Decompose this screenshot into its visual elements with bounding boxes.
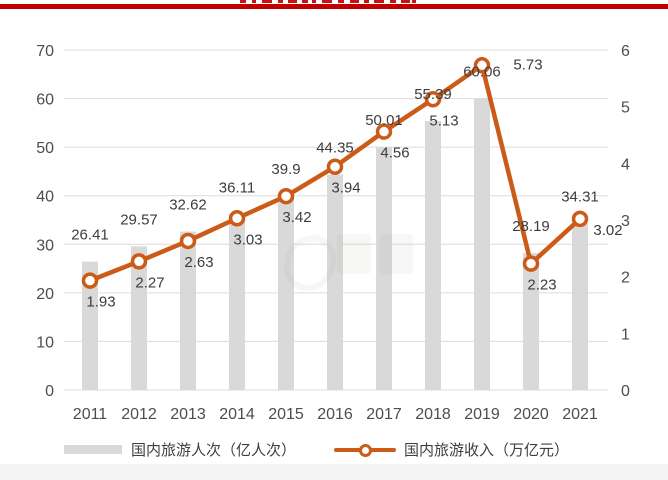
- truncated-title-fragments: [0, 0, 668, 3]
- x-tick-label: 2013: [170, 406, 206, 423]
- line-marker: [130, 253, 148, 270]
- combo-chart-canvas: 0 10 20 30 40 50 60 70 0 1 2 3 4 5 6 2011 2012 2013 2014 20…: [36, 43, 630, 423]
- bar-value-label: 28.19: [512, 218, 550, 235]
- bar-value-label: 26.41: [71, 227, 109, 244]
- bar-value-label: 29.57: [120, 211, 158, 228]
- x-tick-label: 2021: [562, 406, 598, 423]
- truncated-title-fragment: [288, 0, 297, 3]
- x-tick-label: 2015: [268, 406, 304, 423]
- open-circle-marker-icon: [359, 443, 373, 457]
- truncated-title-fragment: [364, 0, 369, 3]
- bar-value-label: 44.35: [316, 140, 354, 157]
- bar: [425, 120, 441, 390]
- truncated-title-fragment: [240, 0, 246, 3]
- line-value-label: 5.73: [513, 56, 542, 73]
- x-tick-label: 2012: [121, 406, 157, 423]
- line-marker: [81, 272, 99, 289]
- x-tick-label: 2014: [219, 406, 255, 423]
- truncated-title-fragment: [322, 0, 332, 3]
- line-marker: [424, 91, 442, 108]
- y-left-tick-label: 50: [36, 140, 54, 157]
- bar-value-label: 50.01: [365, 112, 403, 129]
- x-tick-label: 2019: [464, 406, 500, 423]
- line-marker: [375, 123, 393, 140]
- y-left-tick-label: 10: [36, 334, 54, 351]
- bar-value-label: 55.39: [414, 86, 452, 103]
- line-value-label: 3.94: [331, 180, 360, 197]
- title-underline-rule: [0, 4, 668, 9]
- y-left-tick-label: 30: [36, 237, 54, 254]
- x-tick-label: 2018: [415, 406, 451, 423]
- bar: [229, 214, 245, 390]
- line-marker: [473, 57, 491, 74]
- truncated-title-fragment: [338, 0, 344, 3]
- bar-value-label: 60.06: [463, 63, 501, 80]
- line-value-label: 5.13: [429, 112, 458, 129]
- bar-legend-label: 国内旅游人次（亿人次）: [131, 442, 297, 459]
- line-marker: [326, 158, 344, 175]
- x-tick-label: 2020: [513, 406, 549, 423]
- bar-value-label: 36.11: [219, 180, 255, 197]
- line-legend-marker: [334, 443, 397, 457]
- bar-value-label: 39.9: [271, 161, 300, 178]
- truncated-title-fragment: [278, 0, 283, 3]
- truncated-title-fragment: [252, 0, 256, 3]
- next-section-cutoff-band: [0, 464, 668, 480]
- bar: [474, 98, 490, 390]
- line-value-label: 3.42: [282, 209, 311, 226]
- line-legend-label: 国内旅游收入（万亿元）: [404, 442, 570, 459]
- bar: [376, 147, 392, 390]
- truncated-title-fragment: [390, 0, 396, 3]
- x-tick-label: 2011: [73, 406, 108, 423]
- line-value-label: 2.27: [135, 274, 164, 291]
- line-value-label: 3.02: [593, 222, 622, 239]
- bar: [572, 223, 588, 390]
- y-right-tick-label: 3: [621, 213, 630, 230]
- y-right-tick-label: 1: [621, 326, 630, 343]
- bar: [327, 174, 343, 390]
- truncated-title-fragment: [412, 0, 416, 3]
- y-right-tick-label: 6: [621, 43, 630, 60]
- truncated-title-fragment: [374, 0, 384, 3]
- bar: [82, 261, 98, 390]
- y-right-tick-label: 0: [621, 383, 630, 400]
- bar: [131, 246, 147, 390]
- truncated-title-fragment: [350, 0, 359, 3]
- line-value-label: 3.03: [233, 231, 262, 248]
- y-right-tick-label: 4: [621, 156, 630, 173]
- bar-value-label: 34.31: [561, 188, 599, 205]
- y-left-tick-label: 0: [45, 383, 54, 400]
- line-marker: [571, 210, 589, 228]
- bar: [523, 253, 539, 390]
- chart-legend: 国内旅游人次（亿人次） 国内旅游收入（万亿元）: [64, 439, 604, 460]
- truncated-title-fragment: [262, 0, 272, 3]
- line-value-label: 4.56: [380, 145, 409, 162]
- bar: [278, 196, 294, 390]
- truncated-title-fragment: [302, 0, 308, 3]
- bar-value-label: 32.62: [169, 197, 207, 214]
- bar-legend-swatch: [64, 445, 122, 454]
- line-marker: [179, 232, 197, 250]
- line-value-label: 2.23: [527, 277, 556, 294]
- y-left-tick-label: 60: [36, 92, 54, 109]
- line-marker: [277, 187, 295, 205]
- y-right-tick-label: 2: [621, 270, 630, 287]
- y-left-tick-label: 20: [36, 286, 54, 303]
- line-value-label: 1.93: [86, 294, 115, 311]
- line-value-label: 2.63: [184, 254, 213, 271]
- truncated-title-fragment: [401, 0, 410, 3]
- y-left-tick-label: 40: [36, 189, 54, 206]
- bar: [180, 231, 196, 390]
- line-marker: [228, 210, 246, 227]
- y-left-tick-label: 70: [36, 43, 54, 60]
- truncated-title-fragment: [312, 0, 316, 3]
- line-marker: [522, 255, 540, 272]
- x-tick-label: 2017: [366, 406, 402, 423]
- y-right-tick-label: 5: [621, 100, 630, 117]
- x-tick-label: 2016: [317, 406, 353, 423]
